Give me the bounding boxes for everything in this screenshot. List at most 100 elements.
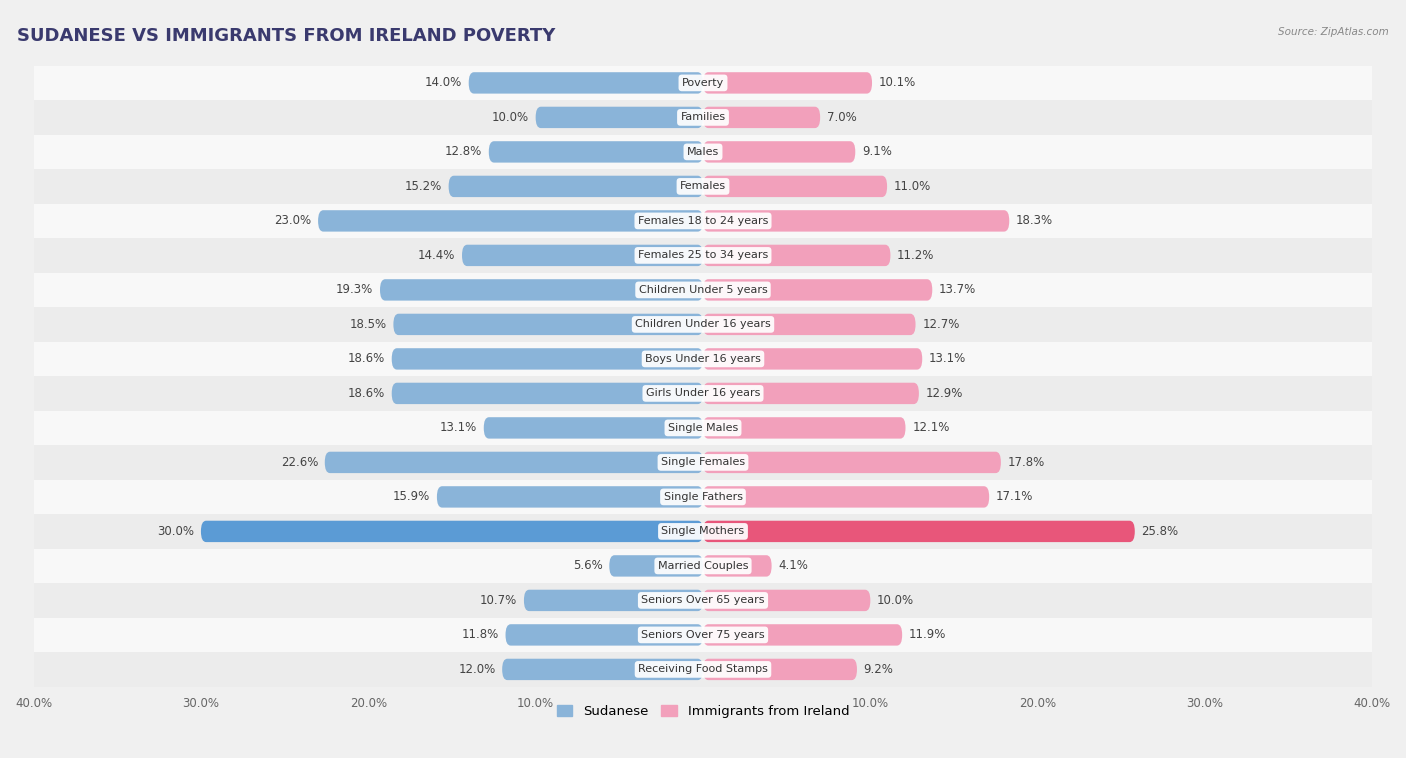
- Text: 5.6%: 5.6%: [572, 559, 603, 572]
- FancyBboxPatch shape: [380, 279, 703, 301]
- Bar: [34, 100, 1372, 135]
- Text: 15.9%: 15.9%: [392, 490, 430, 503]
- FancyBboxPatch shape: [201, 521, 703, 542]
- FancyBboxPatch shape: [484, 417, 703, 439]
- FancyBboxPatch shape: [703, 314, 915, 335]
- Text: 12.1%: 12.1%: [912, 421, 949, 434]
- Text: Seniors Over 65 years: Seniors Over 65 years: [641, 596, 765, 606]
- Text: 12.8%: 12.8%: [444, 146, 482, 158]
- Bar: [34, 307, 1372, 342]
- FancyBboxPatch shape: [703, 452, 1001, 473]
- FancyBboxPatch shape: [536, 107, 703, 128]
- FancyBboxPatch shape: [394, 314, 703, 335]
- FancyBboxPatch shape: [318, 210, 703, 232]
- FancyBboxPatch shape: [437, 486, 703, 508]
- Bar: [34, 169, 1372, 204]
- Text: Single Males: Single Males: [668, 423, 738, 433]
- FancyBboxPatch shape: [468, 72, 703, 93]
- Text: 7.0%: 7.0%: [827, 111, 856, 124]
- Bar: [34, 135, 1372, 169]
- Text: Receiving Food Stamps: Receiving Food Stamps: [638, 665, 768, 675]
- Text: 17.1%: 17.1%: [995, 490, 1033, 503]
- Text: Single Females: Single Females: [661, 457, 745, 468]
- Text: Families: Families: [681, 112, 725, 122]
- Legend: Sudanese, Immigrants from Ireland: Sudanese, Immigrants from Ireland: [551, 700, 855, 723]
- Bar: [34, 238, 1372, 273]
- FancyBboxPatch shape: [703, 383, 920, 404]
- Text: Children Under 5 years: Children Under 5 years: [638, 285, 768, 295]
- Text: 4.1%: 4.1%: [779, 559, 808, 572]
- Text: 15.2%: 15.2%: [405, 180, 441, 193]
- Text: 30.0%: 30.0%: [157, 525, 194, 538]
- Text: 10.0%: 10.0%: [492, 111, 529, 124]
- FancyBboxPatch shape: [703, 107, 820, 128]
- FancyBboxPatch shape: [703, 348, 922, 370]
- Text: 18.3%: 18.3%: [1017, 215, 1053, 227]
- Text: Married Couples: Married Couples: [658, 561, 748, 571]
- Text: 11.8%: 11.8%: [461, 628, 499, 641]
- Text: 9.1%: 9.1%: [862, 146, 891, 158]
- FancyBboxPatch shape: [609, 555, 703, 577]
- Text: Poverty: Poverty: [682, 78, 724, 88]
- FancyBboxPatch shape: [506, 625, 703, 646]
- Text: 11.0%: 11.0%: [894, 180, 931, 193]
- FancyBboxPatch shape: [392, 348, 703, 370]
- FancyBboxPatch shape: [463, 245, 703, 266]
- Text: Females 18 to 24 years: Females 18 to 24 years: [638, 216, 768, 226]
- FancyBboxPatch shape: [703, 555, 772, 577]
- Bar: [34, 66, 1372, 100]
- Text: 25.8%: 25.8%: [1142, 525, 1178, 538]
- FancyBboxPatch shape: [703, 521, 1135, 542]
- FancyBboxPatch shape: [703, 245, 890, 266]
- FancyBboxPatch shape: [392, 383, 703, 404]
- Text: 13.1%: 13.1%: [440, 421, 477, 434]
- Text: 9.2%: 9.2%: [863, 663, 894, 676]
- FancyBboxPatch shape: [703, 176, 887, 197]
- Text: 14.0%: 14.0%: [425, 77, 463, 89]
- FancyBboxPatch shape: [703, 659, 858, 680]
- Text: Girls Under 16 years: Girls Under 16 years: [645, 388, 761, 399]
- Bar: [34, 411, 1372, 445]
- Text: Males: Males: [688, 147, 718, 157]
- FancyBboxPatch shape: [703, 279, 932, 301]
- FancyBboxPatch shape: [703, 417, 905, 439]
- Bar: [34, 514, 1372, 549]
- Text: 22.6%: 22.6%: [281, 456, 318, 469]
- Text: Females 25 to 34 years: Females 25 to 34 years: [638, 250, 768, 261]
- Text: 12.9%: 12.9%: [925, 387, 963, 400]
- Text: 12.0%: 12.0%: [458, 663, 495, 676]
- FancyBboxPatch shape: [524, 590, 703, 611]
- Text: SUDANESE VS IMMIGRANTS FROM IRELAND POVERTY: SUDANESE VS IMMIGRANTS FROM IRELAND POVE…: [17, 27, 555, 45]
- Text: Boys Under 16 years: Boys Under 16 years: [645, 354, 761, 364]
- FancyBboxPatch shape: [489, 141, 703, 163]
- Text: 17.8%: 17.8%: [1008, 456, 1045, 469]
- FancyBboxPatch shape: [325, 452, 703, 473]
- FancyBboxPatch shape: [703, 141, 855, 163]
- Text: 18.6%: 18.6%: [347, 352, 385, 365]
- FancyBboxPatch shape: [502, 659, 703, 680]
- Text: Single Mothers: Single Mothers: [661, 526, 745, 537]
- Bar: [34, 273, 1372, 307]
- Text: 13.7%: 13.7%: [939, 283, 976, 296]
- Text: Source: ZipAtlas.com: Source: ZipAtlas.com: [1278, 27, 1389, 36]
- Text: 12.7%: 12.7%: [922, 318, 960, 331]
- Text: Females: Females: [681, 181, 725, 192]
- Text: Children Under 16 years: Children Under 16 years: [636, 319, 770, 330]
- FancyBboxPatch shape: [703, 72, 872, 93]
- Text: 19.3%: 19.3%: [336, 283, 374, 296]
- Bar: [34, 549, 1372, 583]
- Text: 14.4%: 14.4%: [418, 249, 456, 262]
- Text: 10.7%: 10.7%: [479, 594, 517, 607]
- Bar: [34, 480, 1372, 514]
- Text: 10.1%: 10.1%: [879, 77, 915, 89]
- Bar: [34, 652, 1372, 687]
- Text: 18.5%: 18.5%: [350, 318, 387, 331]
- Bar: [34, 445, 1372, 480]
- FancyBboxPatch shape: [703, 210, 1010, 232]
- Bar: [34, 342, 1372, 376]
- Text: 18.6%: 18.6%: [347, 387, 385, 400]
- FancyBboxPatch shape: [703, 625, 903, 646]
- Text: 10.0%: 10.0%: [877, 594, 914, 607]
- Text: Seniors Over 75 years: Seniors Over 75 years: [641, 630, 765, 640]
- FancyBboxPatch shape: [703, 486, 990, 508]
